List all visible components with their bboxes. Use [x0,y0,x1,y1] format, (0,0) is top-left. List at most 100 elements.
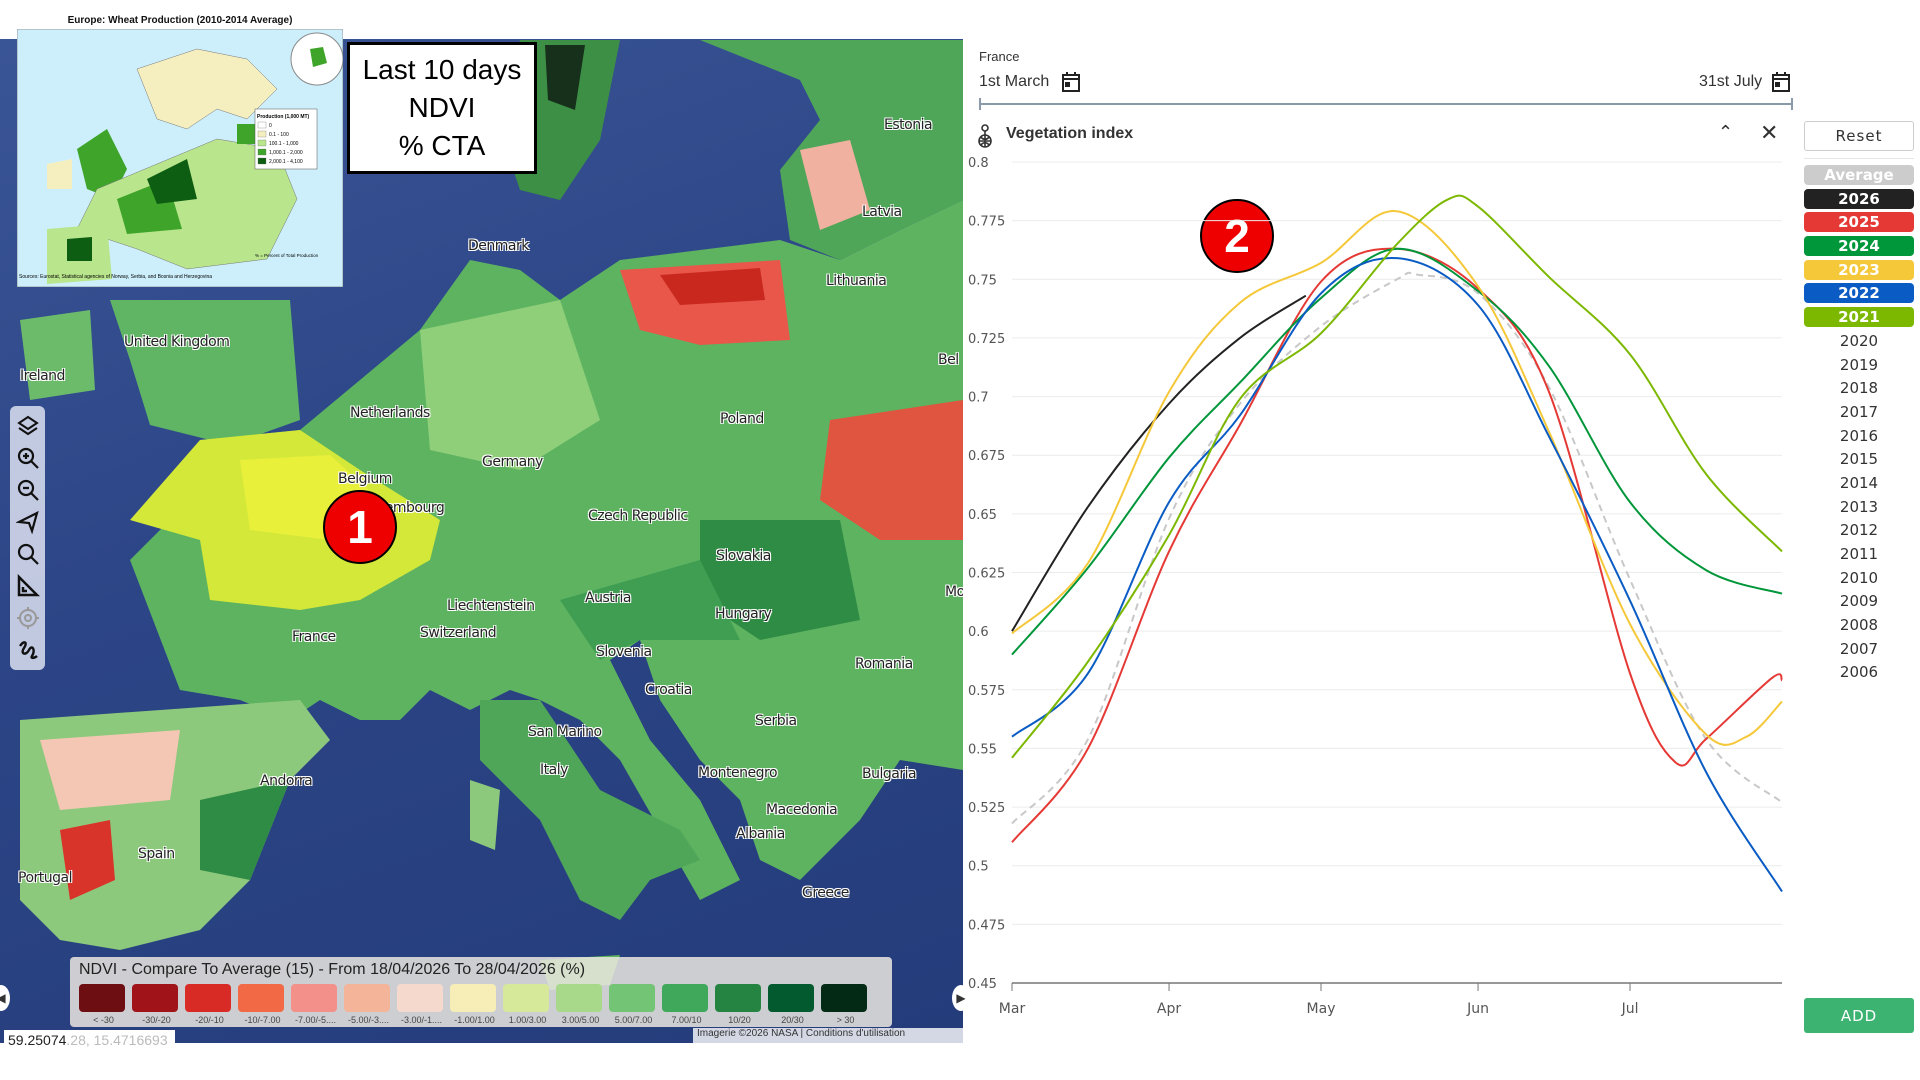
country-label: Switzerland [420,625,497,641]
legend-label: 20/30 [781,1015,804,1025]
year-toggle-average[interactable]: Average [1804,165,1914,185]
country-label: Greece [802,885,849,901]
year-toggle-2014[interactable]: 2014 [1839,473,1879,492]
add-button[interactable]: ADD [1804,998,1914,1033]
year-toggle-2012[interactable]: 2012 [1839,521,1879,540]
year-toggle-2015[interactable]: 2015 [1839,450,1879,469]
inset-legend-label: 100.1 - 1,000 [269,141,299,147]
year-toggle-2026[interactable]: 2026 [1804,188,1914,209]
legend-item: -1.00/1.00 [450,984,499,1025]
legend-label: 7.00/10 [671,1015,702,1025]
year-toggle-2006[interactable]: 2006 [1839,663,1879,682]
start-calendar-icon[interactable] [1061,71,1081,98]
search-icon[interactable] [14,540,42,568]
legend-label: -1.00/1.00 [454,1015,495,1025]
legend-swatch [397,984,443,1012]
legend-label: < -30 [93,1015,114,1025]
map-toolbar [10,406,45,670]
draw-icon[interactable] [14,636,42,664]
locate-icon[interactable] [14,604,42,632]
country-label: Belgium [338,471,392,487]
vegetation-index-chart: 0.45 0.475 0.5 0.525 0.55 0.575 0.6 0.625 0.65 0.… [968,156,1783,1017]
legend-item: -10/-7.00 [238,984,287,1025]
layers-icon[interactable] [14,412,42,440]
y-tick-label: 0.575 [968,684,1005,699]
country-label: United Kingdom [124,334,230,350]
country-label: Netherlands [350,405,430,421]
x-tick-label: Apr [1157,1001,1181,1017]
pan-left-button[interactable]: ◀ [0,985,10,1011]
legend-swatch [291,984,337,1012]
y-tick-label: 0.65 [968,508,997,523]
y-tick-label: 0.525 [968,801,1005,816]
year-toggle-2024[interactable]: 2024 [1804,236,1914,257]
year-toggle-2011[interactable]: 2011 [1839,545,1879,563]
year-toggle-2008[interactable]: 2008 [1839,616,1879,635]
legend-swatch [556,984,602,1012]
inset-legend-label: 0 [269,123,272,129]
legend-swatch [450,984,496,1012]
legend-label: -7.00/-5.... [294,1015,337,1025]
country-label: Ireland [20,368,65,384]
country-label: Serbia [755,713,797,729]
ndvi-legend: NDVI - Compare To Average (15) - From 18… [70,957,892,1027]
wheat-production-inset-map: Europe: Wheat Production (2010-2014 Aver… [17,15,343,287]
end-date[interactable]: 31st July [1699,73,1763,90]
year-toggle-2013[interactable]: 2013 [1839,497,1879,516]
country-label: Poland [720,411,764,427]
x-tick-label: Jul [1621,1001,1639,1017]
imagery-credit: Imagerie ©2026 NASA [697,1028,798,1039]
map-attribution: Imagerie ©2026 NASA | Conditions d'utili… [693,1028,963,1043]
terms-link[interactable]: Conditions d'utilisation [805,1028,906,1039]
year-toggle-2021[interactable]: 2021 [1804,307,1914,328]
year-toggle-2020[interactable]: 2020 [1839,331,1879,350]
y-tick-label: 0.775 [968,215,1005,230]
end-calendar-icon[interactable] [1771,71,1791,98]
collapse-icon[interactable]: ⌃ [1718,122,1734,142]
year-toggle-2019[interactable]: 2019 [1839,355,1879,374]
year-toggle-2017[interactable]: 2017 [1839,402,1879,421]
reset-button[interactable]: Reset [1804,121,1914,151]
year-toggle-2009[interactable]: 2009 [1839,592,1879,611]
year-toggle-2010[interactable]: 2010 [1839,568,1879,587]
year-toggle-2023[interactable]: 2023 [1804,259,1914,280]
slider-start-handle[interactable] [979,98,981,110]
legend-swatch [715,984,761,1012]
zoom-out-icon[interactable] [14,476,42,504]
year-toggle-2016[interactable]: 2016 [1839,426,1879,445]
region-label: France [979,49,1020,64]
year-toggle-2025[interactable]: 2025 [1804,212,1914,233]
date-range-slider[interactable] [979,98,1793,110]
close-icon[interactable]: ✕ [1760,120,1779,145]
legend-item: < -30 [79,984,128,1025]
caption-line: % CTA [398,130,486,161]
country-label: Slovakia [716,548,771,564]
x-tick-label: Mar [999,1001,1026,1017]
inset-source: Sources: Eurostat, Statistical agencies … [19,274,212,280]
legend-label: -30/-20 [142,1015,171,1025]
inset-title: Europe: Wheat Production (2010-2014 Aver… [67,15,293,26]
year-toggle-2007[interactable]: 2007 [1839,639,1879,658]
legend-item: 1.00/3.00 [503,984,552,1025]
zoom-in-icon[interactable] [14,444,42,472]
measure-icon[interactable] [14,572,42,600]
country-label: Bulgaria [862,766,917,782]
country-label: Macedonia [766,802,838,818]
navigate-icon[interactable] [14,508,42,536]
start-date[interactable]: 1st March [979,73,1050,90]
legend-label: -3.00/-1.... [400,1015,443,1025]
inset-legend-label: 1,000.1 - 2,000 [269,150,303,156]
pan-right-button[interactable]: ▶ [952,985,970,1011]
map-view[interactable]: Estonia Latvia Lithuania Denmark United … [0,39,963,1043]
caption-line: Last 10 days [362,54,522,85]
y-tick-label: 0.725 [968,332,1005,347]
legend-title: NDVI - Compare To Average (15) - From 18… [79,961,586,978]
slider-end-handle[interactable] [1791,98,1793,110]
coordinate-value: 59.25074 [8,1032,67,1048]
series-line-2026 [1011,294,1307,632]
inset-note: % = Percent of Total Production [255,253,319,258]
y-tick-label: 0.7 [968,391,989,406]
year-toggle-2018[interactable]: 2018 [1839,379,1879,398]
ndvi-caption-box: Last 10 days NDVI % CTA [347,42,537,174]
year-toggle-2022[interactable]: 2022 [1804,283,1914,304]
